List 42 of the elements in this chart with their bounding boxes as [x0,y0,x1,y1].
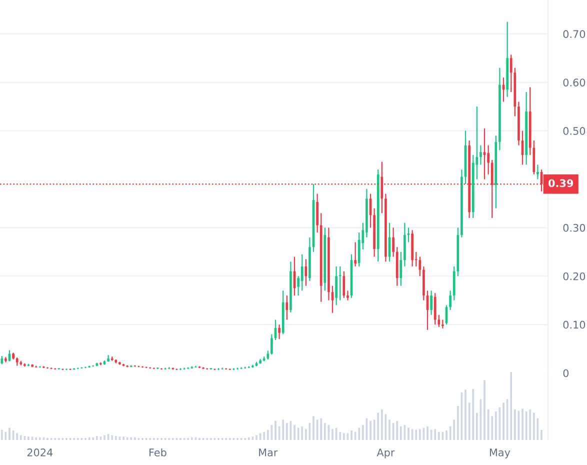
candlestick [430,290,432,316]
candlestick [214,368,216,371]
candlestick [434,292,436,326]
candlestick [442,319,444,329]
candlestick [304,258,308,286]
candlestick [335,266,338,306]
candlestick [400,251,402,286]
candlestick [536,164,539,180]
candlestick [342,270,346,298]
candlestick [480,144,482,166]
candlestick [286,294,288,320]
candlestick [50,367,52,370]
candlestick [418,256,422,277]
y-tick-label: 0.30 [563,224,586,232]
y-tick-label: 0.20 [563,272,586,280]
y-tick-label: 0.50 [563,127,586,135]
candlestick [316,193,318,234]
candlestick [510,54,512,93]
y-tick-label: 0.10 [563,320,586,329]
candlestick [358,232,360,267]
candlestick [278,324,280,340]
x-tick-label: 2024 [27,448,53,456]
x-tick-label: Feb [150,448,166,456]
y-tick-label: 0.70 [563,30,586,38]
candlestick [62,368,64,371]
x-tick-label: Apr [376,448,395,458]
candlestick [354,242,356,267]
candlestick [69,368,72,371]
candlestick [338,266,342,301]
candlestick [392,227,394,258]
candlestick [176,368,178,371]
candlestick [487,144,490,175]
candlestick [300,254,304,292]
x-tick-label: Mar [259,448,278,456]
candlestick [270,334,273,356]
y-tick-label: 0.60 [563,78,586,86]
y-tick-label: 0 [563,369,569,378]
ref-line-label: 0.39 [548,179,574,188]
candlestick [449,290,452,311]
candlestick [346,290,349,301]
x-tick-label: May [490,448,510,458]
candlestick [438,314,440,328]
